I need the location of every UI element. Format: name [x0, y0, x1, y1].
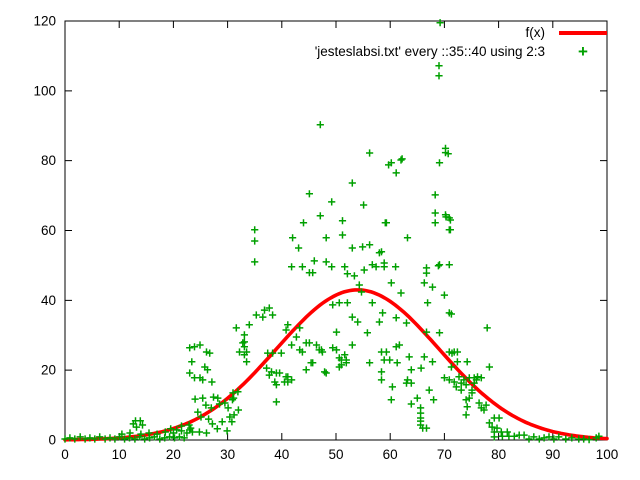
svg-text:50: 50 — [328, 447, 343, 462]
plot-border — [64, 20, 608, 441]
svg-text:20: 20 — [41, 363, 56, 378]
svg-text:60: 60 — [383, 447, 398, 462]
legend-label-fx: f(x) — [525, 25, 546, 40]
svg-text:40: 40 — [274, 447, 289, 462]
legend-label-datafile: 'jesteslabsi.txt' every ::35::40 using 2… — [314, 44, 545, 59]
axis-ticks — [64, 20, 608, 441]
svg-text:80: 80 — [41, 153, 56, 168]
tick-labels: 0 10 20 30 40 50 60 70 80 90 100 0 20 40 60 80 100 120 — [33, 14, 618, 463]
green-plus-icon: + — [578, 41, 588, 61]
scatter-points — [61, 19, 603, 444]
svg-text:30: 30 — [220, 447, 235, 462]
svg-text:10: 10 — [112, 447, 127, 462]
svg-text:80: 80 — [491, 447, 506, 462]
svg-text:100: 100 — [596, 447, 619, 462]
svg-text:20: 20 — [166, 447, 181, 462]
legend: f(x) 'jesteslabsi.txt' every ::35::40 us… — [315, 24, 607, 60]
svg-text:40: 40 — [41, 293, 56, 308]
svg-text:100: 100 — [33, 83, 56, 98]
svg-text:70: 70 — [437, 447, 452, 462]
legend-row-datafile: 'jesteslabsi.txt' every ::35::40 using 2… — [315, 43, 607, 60]
legend-sample-datafile-marker: + — [559, 41, 607, 61]
svg-text:0: 0 — [48, 433, 56, 448]
svg-text:120: 120 — [33, 14, 56, 29]
red-line-icon — [559, 30, 607, 35]
svg-text:60: 60 — [41, 223, 56, 238]
legend-row-fx: f(x) — [315, 24, 607, 41]
svg-text:90: 90 — [545, 447, 560, 462]
legend-sample-fx-line — [559, 30, 607, 35]
fx-curve — [63, 288, 609, 442]
svg-text:0: 0 — [61, 447, 69, 462]
